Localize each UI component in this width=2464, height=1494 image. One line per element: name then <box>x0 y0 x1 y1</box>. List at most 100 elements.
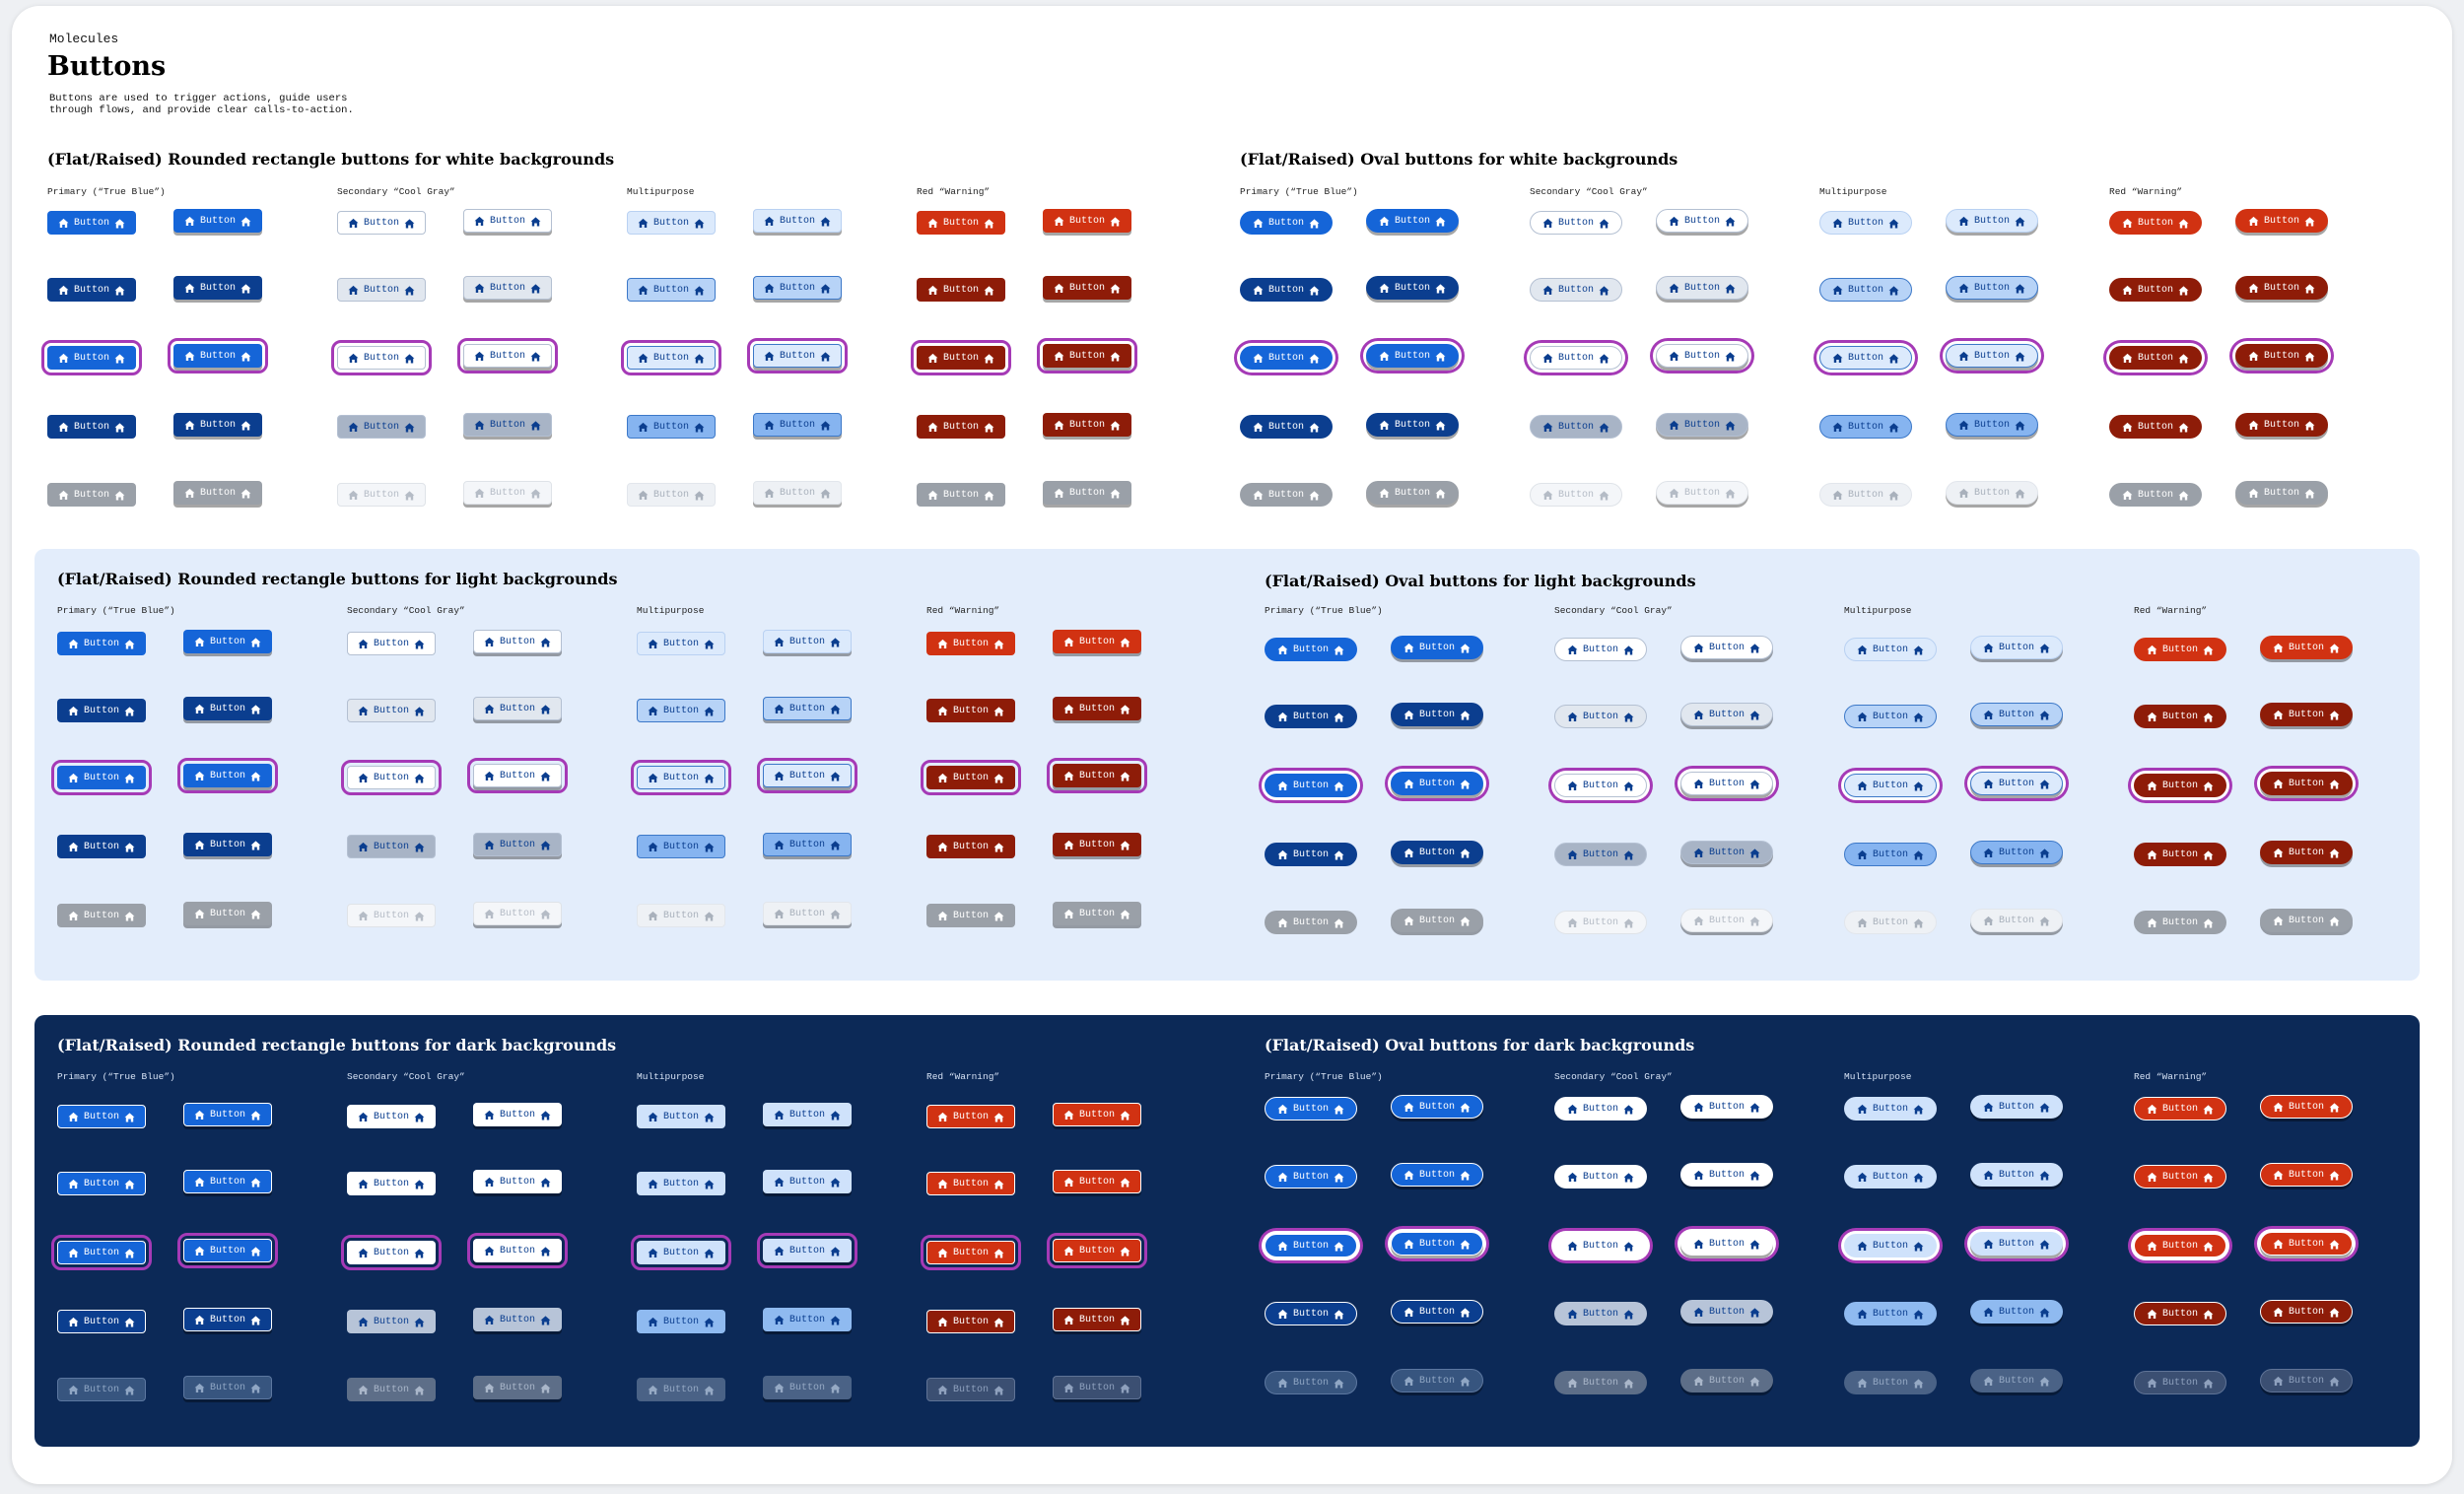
raised-warning-focus-button[interactable]: Button <box>2260 772 2354 795</box>
flat-multipurpose-default-button[interactable]: Button <box>627 211 717 235</box>
flat-multipurpose-focus-button[interactable]: Button <box>630 760 732 795</box>
flat-primary-default-button[interactable]: Button <box>1240 211 1334 235</box>
flat-secondary-pressed-button[interactable]: Button <box>337 415 427 439</box>
raised-multipurpose-focus-button[interactable]: Button <box>756 1233 858 1268</box>
raised-multipurpose-default-button[interactable]: Button <box>1970 636 2064 659</box>
flat-primary-default-button[interactable]: Button <box>1265 1097 1358 1120</box>
raised-warning-hover-button[interactable]: Button <box>2260 1163 2354 1187</box>
flat-primary-pressed-button[interactable]: Button <box>1240 415 1334 439</box>
flat-primary-pressed-button[interactable]: Button <box>1265 1302 1358 1325</box>
flat-secondary-focus-button[interactable]: Button <box>1530 346 1623 370</box>
flat-secondary-focus-button[interactable]: Button <box>1554 774 1648 797</box>
flat-primary-default-button[interactable]: Button <box>47 211 137 235</box>
raised-secondary-hover-button[interactable]: Button <box>473 1170 563 1193</box>
raised-secondary-default-button[interactable]: Button <box>1680 636 1774 659</box>
flat-multipurpose-default-button[interactable]: Button <box>637 632 726 655</box>
flat-warning-hover-button[interactable]: Button <box>917 278 1006 302</box>
flat-secondary-default-button[interactable]: Button <box>347 632 437 655</box>
raised-primary-default-button[interactable]: Button <box>183 630 273 653</box>
raised-secondary-hover-button[interactable]: Button <box>463 276 553 300</box>
flat-primary-hover-button[interactable]: Button <box>57 699 147 722</box>
raised-warning-pressed-button[interactable]: Button <box>2260 841 2354 864</box>
raised-secondary-pressed-button[interactable]: Button <box>473 833 563 856</box>
raised-primary-focus-button[interactable]: Button <box>176 1233 279 1268</box>
flat-multipurpose-pressed-button[interactable]: Button <box>637 1310 726 1333</box>
flat-warning-pressed-button[interactable]: Button <box>926 835 1016 858</box>
flat-multipurpose-focus-button[interactable]: Button <box>1844 1234 1938 1257</box>
flat-warning-pressed-button[interactable]: Button <box>2109 415 2203 439</box>
flat-warning-default-button[interactable]: Button <box>926 1105 1016 1128</box>
raised-primary-pressed-button[interactable]: Button <box>183 1308 273 1331</box>
flat-multipurpose-default-button[interactable]: Button <box>1844 638 1938 661</box>
flat-secondary-pressed-button[interactable]: Button <box>1530 415 1623 439</box>
raised-primary-pressed-button[interactable]: Button <box>1366 413 1460 437</box>
flat-warning-focus-button[interactable]: Button <box>920 1235 1022 1270</box>
flat-secondary-hover-button[interactable]: Button <box>347 1172 437 1195</box>
flat-secondary-pressed-button[interactable]: Button <box>347 1310 437 1333</box>
flat-warning-default-button[interactable]: Button <box>2134 1097 2227 1120</box>
flat-multipurpose-hover-button[interactable]: Button <box>637 699 726 722</box>
flat-warning-pressed-button[interactable]: Button <box>2134 1302 2227 1325</box>
flat-multipurpose-focus-button[interactable]: Button <box>630 1235 732 1270</box>
flat-warning-hover-button[interactable]: Button <box>926 699 1016 722</box>
flat-secondary-focus-button[interactable]: Button <box>340 760 443 795</box>
flat-secondary-default-button[interactable]: Button <box>1530 211 1623 235</box>
flat-primary-hover-button[interactable]: Button <box>47 278 137 302</box>
raised-warning-focus-button[interactable]: Button <box>1046 1233 1148 1268</box>
flat-multipurpose-focus-button[interactable]: Button <box>620 340 722 375</box>
raised-secondary-pressed-button[interactable]: Button <box>1680 841 1774 864</box>
flat-multipurpose-hover-button[interactable]: Button <box>637 1172 726 1195</box>
flat-multipurpose-pressed-button[interactable]: Button <box>1819 415 1913 439</box>
flat-secondary-hover-button[interactable]: Button <box>1554 705 1648 728</box>
raised-primary-hover-button[interactable]: Button <box>1391 1163 1484 1187</box>
raised-multipurpose-pressed-button[interactable]: Button <box>1946 413 2039 437</box>
flat-primary-default-button[interactable]: Button <box>57 632 147 655</box>
flat-secondary-default-button[interactable]: Button <box>1554 1097 1648 1120</box>
raised-secondary-default-button[interactable]: Button <box>1656 209 1749 233</box>
flat-multipurpose-hover-button[interactable]: Button <box>627 278 717 302</box>
raised-multipurpose-pressed-button[interactable]: Button <box>763 1308 853 1331</box>
flat-warning-hover-button[interactable]: Button <box>2134 1165 2227 1188</box>
raised-primary-hover-button[interactable]: Button <box>183 1170 273 1193</box>
raised-secondary-hover-button[interactable]: Button <box>1656 276 1749 300</box>
flat-warning-hover-button[interactable]: Button <box>2109 278 2203 302</box>
raised-multipurpose-hover-button[interactable]: Button <box>753 276 843 300</box>
raised-multipurpose-focus-button[interactable]: Button <box>756 758 858 793</box>
raised-primary-focus-button[interactable]: Button <box>1366 344 1460 368</box>
raised-secondary-focus-button[interactable]: Button <box>466 1233 569 1268</box>
raised-primary-pressed-button[interactable]: Button <box>173 413 263 437</box>
flat-primary-focus-button[interactable]: Button <box>50 1235 153 1270</box>
raised-primary-pressed-button[interactable]: Button <box>1391 1300 1484 1324</box>
raised-primary-default-button[interactable]: Button <box>1366 209 1460 233</box>
raised-secondary-focus-button[interactable]: Button <box>466 758 569 793</box>
raised-warning-default-button[interactable]: Button <box>2260 636 2354 659</box>
flat-warning-focus-button[interactable]: Button <box>2134 774 2227 797</box>
flat-secondary-focus-button[interactable]: Button <box>330 340 433 375</box>
raised-secondary-pressed-button[interactable]: Button <box>1656 413 1749 437</box>
raised-primary-default-button[interactable]: Button <box>183 1103 273 1126</box>
raised-warning-hover-button[interactable]: Button <box>1053 697 1142 720</box>
raised-multipurpose-default-button[interactable]: Button <box>753 209 843 233</box>
flat-multipurpose-pressed-button[interactable]: Button <box>1844 843 1938 866</box>
flat-primary-hover-button[interactable]: Button <box>57 1172 147 1195</box>
raised-primary-pressed-button[interactable]: Button <box>183 833 273 856</box>
raised-multipurpose-default-button[interactable]: Button <box>1970 1095 2064 1119</box>
flat-primary-default-button[interactable]: Button <box>57 1105 147 1128</box>
raised-primary-focus-button[interactable]: Button <box>176 758 279 793</box>
flat-secondary-default-button[interactable]: Button <box>337 211 427 235</box>
flat-secondary-default-button[interactable]: Button <box>347 1105 437 1128</box>
raised-warning-default-button[interactable]: Button <box>1053 630 1142 653</box>
raised-primary-focus-button[interactable]: Button <box>1391 1232 1484 1256</box>
raised-multipurpose-focus-button[interactable]: Button <box>1970 1232 2064 1256</box>
raised-secondary-default-button[interactable]: Button <box>463 209 553 233</box>
flat-warning-pressed-button[interactable]: Button <box>2134 843 2227 866</box>
raised-secondary-pressed-button[interactable]: Button <box>1680 1300 1774 1324</box>
raised-primary-default-button[interactable]: Button <box>1391 1095 1484 1119</box>
raised-secondary-pressed-button[interactable]: Button <box>463 413 553 437</box>
flat-multipurpose-hover-button[interactable]: Button <box>1819 278 1913 302</box>
flat-warning-pressed-button[interactable]: Button <box>926 1310 1016 1333</box>
flat-secondary-pressed-button[interactable]: Button <box>1554 1302 1648 1325</box>
raised-warning-default-button[interactable]: Button <box>1053 1103 1142 1126</box>
raised-secondary-focus-button[interactable]: Button <box>1680 772 1774 795</box>
raised-multipurpose-hover-button[interactable]: Button <box>1970 703 2064 726</box>
